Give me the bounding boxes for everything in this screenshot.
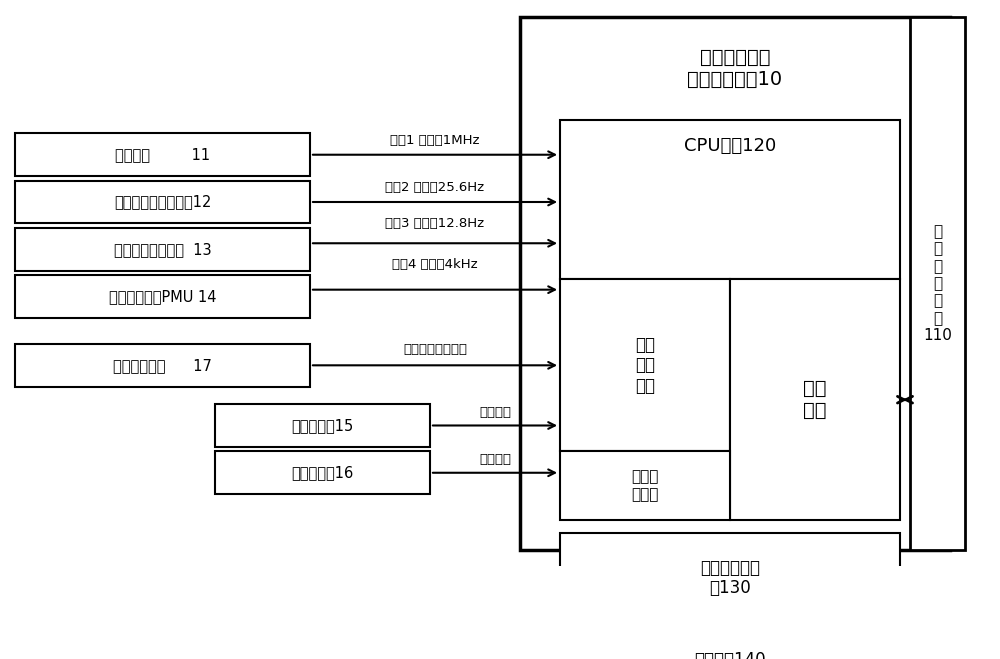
Bar: [215, 404, 430, 447]
Text: 数字采
样输入: 数字采 样输入: [631, 469, 659, 502]
Bar: [560, 632, 900, 659]
Text: 输出4 采样獴4kHz: 输出4 采样獴4kHz: [392, 258, 478, 272]
Bar: [730, 279, 900, 520]
Text: 多功能模拟量
统一采集模块10: 多功能模拟量 统一采集模块10: [687, 48, 783, 89]
Text: 模拟量输入模
块130: 模拟量输入模 块130: [700, 559, 760, 598]
Text: 电压互感器15: 电压互感器15: [291, 418, 354, 433]
Text: 电源模块140: 电源模块140: [694, 650, 766, 659]
Text: 高
速
总
线
背
板
110: 高 速 总 线 背 板 110: [923, 224, 952, 343]
Text: 输出2 采样玄25.6Hz: 输出2 采样玄25.6Hz: [385, 181, 485, 194]
Text: 数字
采样
输出: 数字 采样 输出: [635, 335, 655, 395]
Bar: [560, 279, 730, 451]
Text: 电能质量、宿频测量12: 电能质量、宿频测量12: [114, 194, 211, 210]
Text: 输出3 采样玄12.8Hz: 输出3 采样玄12.8Hz: [385, 217, 485, 230]
Text: 行波测距         11: 行波测距 11: [115, 147, 210, 162]
Text: 保护、测控、PMU 14: 保护、测控、PMU 14: [109, 289, 216, 304]
Bar: [15, 133, 310, 176]
Text: CPU模块120: CPU模块120: [684, 137, 776, 155]
Text: 电子式互感器      17: 电子式互感器 17: [113, 358, 212, 373]
Text: 关口计量、录波器  13: 关口计量、录波器 13: [114, 242, 211, 257]
Bar: [215, 451, 430, 494]
Bar: [15, 275, 310, 318]
Text: 交流电压: 交流电压: [479, 453, 511, 467]
Bar: [910, 17, 965, 550]
Bar: [15, 181, 310, 223]
Bar: [15, 228, 310, 271]
Text: 输出1 采样獴1MHz: 输出1 采样獴1MHz: [390, 134, 480, 146]
Text: 数字采样信号输入: 数字采样信号输入: [403, 343, 467, 357]
Text: 电流互感器16: 电流互感器16: [291, 465, 354, 480]
Bar: [560, 451, 730, 520]
Bar: [560, 121, 900, 279]
Bar: [15, 344, 310, 387]
Bar: [560, 533, 900, 623]
Text: 信号
处理: 信号 处理: [803, 379, 827, 420]
Bar: [520, 17, 950, 550]
Text: 交流电压: 交流电压: [479, 406, 511, 419]
